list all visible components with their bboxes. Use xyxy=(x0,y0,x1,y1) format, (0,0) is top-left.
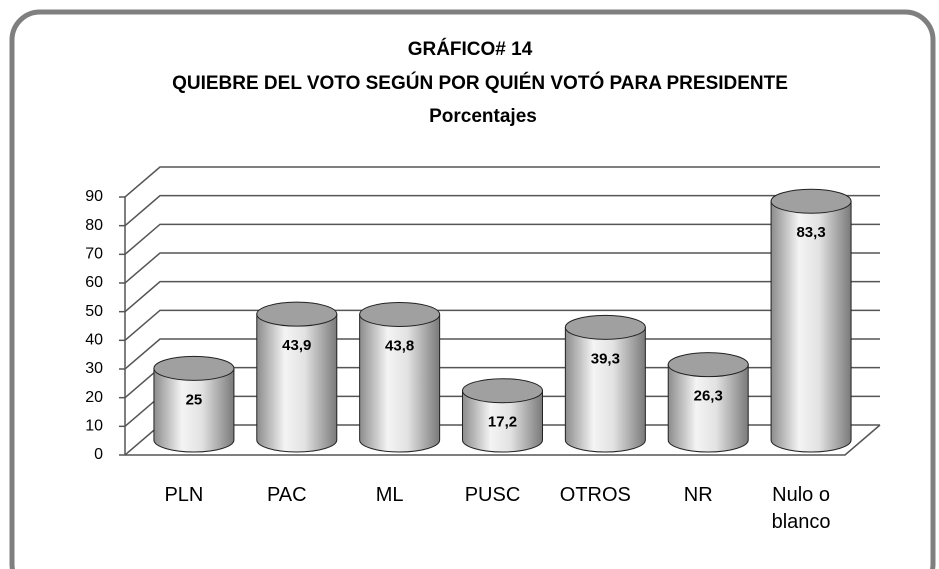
chart-subtitle: QUIEBRE DEL VOTO SEGÚN POR QUIÉN VOTÓ PA… xyxy=(172,72,788,94)
x-tick-label: PLN xyxy=(164,484,204,506)
cylinder-top xyxy=(564,314,646,340)
value-label: 83,3 xyxy=(796,224,825,241)
value-label: 25 xyxy=(186,391,203,408)
value-label: 39,3 xyxy=(591,350,620,367)
cylinder-top xyxy=(462,378,543,404)
grid-line xyxy=(124,166,880,198)
y-tick-label: 90 xyxy=(85,188,103,205)
x-tick-label: OTROS xyxy=(559,484,631,506)
grid-line xyxy=(124,223,880,255)
cylinder-top xyxy=(256,301,338,327)
value-label: 26,3 xyxy=(694,388,723,405)
unit-note: Porcentajes xyxy=(429,106,537,127)
y-tick-label: 0 xyxy=(94,446,103,463)
cylinder-body xyxy=(462,390,543,453)
cylinder-top xyxy=(153,355,235,381)
y-tick-label: 70 xyxy=(85,246,103,263)
grid-line xyxy=(124,252,880,284)
x-tick-label: ML xyxy=(375,484,404,506)
x-tick-label: PUSC xyxy=(464,484,521,506)
y-tick-label: 50 xyxy=(85,303,103,320)
y-tick-label: 40 xyxy=(85,332,103,349)
y-tick-label: 10 xyxy=(85,418,103,435)
grid-line xyxy=(124,309,880,341)
cylinder-body xyxy=(256,313,338,453)
floor xyxy=(125,424,881,456)
y-tick-label: 30 xyxy=(85,360,103,377)
x-tick-label: PAC xyxy=(266,484,307,506)
y-tick-label: 60 xyxy=(85,274,103,291)
cylinder-top xyxy=(359,301,441,327)
cylinder-body xyxy=(359,313,441,453)
cylinder-top xyxy=(667,352,749,378)
cylinder-body xyxy=(770,200,852,453)
grid-line xyxy=(124,194,880,227)
cylinder-body xyxy=(564,326,646,453)
y-tick-label: 80 xyxy=(85,217,103,234)
value-label: 17,2 xyxy=(488,414,517,431)
frame xyxy=(9,9,936,569)
value-label: 43,8 xyxy=(385,337,414,354)
cylinder-body xyxy=(667,364,749,453)
value-label: 43,9 xyxy=(282,337,311,354)
x-tick-label: Nulo o blanco xyxy=(771,484,831,533)
x-tick-label: NR xyxy=(683,484,713,506)
y-tick-label: 20 xyxy=(85,389,103,406)
cylinder-top xyxy=(770,188,852,214)
chart-title: GRÁFICO# 14 xyxy=(408,38,533,60)
grid-line xyxy=(124,280,880,313)
cylinder-body xyxy=(153,367,235,453)
